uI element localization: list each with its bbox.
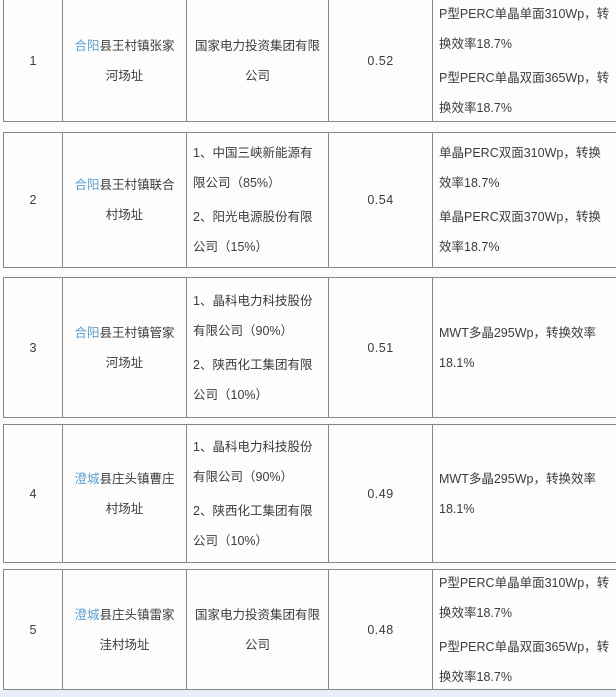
company-line: 国家电力投资集团有限公司	[194, 607, 320, 652]
row-index-cell: 3	[4, 278, 63, 417]
site-name: 合阳县王村镇张家河场址	[69, 31, 180, 91]
company-cell: 1、晶科电力科技股份有限公司（90%） 2、陕西化工集团有限公司（10%）	[187, 425, 329, 562]
price-cell: 0.52	[329, 0, 433, 121]
site-name-rest: 县王村镇管家河场址	[99, 325, 175, 370]
spec-line: P型PERC单晶单面310Wp，转换效率18.7%	[439, 575, 610, 620]
company-line: 2、陕西化工集团有限公司（10%）	[193, 357, 313, 402]
row-index-cell: 1	[4, 0, 63, 121]
company-line: 1、中国三峡新能源有限公司（85%）	[193, 146, 313, 190]
company-cell: 1、晶科电力科技股份有限公司（90%） 2、陕西化工集团有限公司（10%）	[187, 278, 329, 417]
module-spec-cell: MWT多晶295Wp，转换效率18.1%	[433, 278, 616, 417]
table-row: 4 澄城县庄头镇曹庄村场址 1、晶科电力科技股份有限公司（90%） 2、陕西化工集…	[3, 424, 616, 563]
spec-line: 单晶PERC双面310Wp，转换效率18.7%	[439, 146, 601, 190]
site-name-rest: 县庄头镇曹庄村场址	[99, 471, 175, 516]
price-cell: 0.51	[329, 278, 433, 417]
module-spec-cell: P型PERC单晶单面310Wp，转换效率18.7% P型PERC单晶双面365Wp…	[433, 0, 616, 121]
site-county-highlight: 澄城	[74, 471, 100, 486]
spec-line: MWT多晶295Wp，转换效率18.1%	[439, 471, 596, 516]
module-spec-cell: MWT多晶295Wp，转换效率18.1%	[433, 425, 616, 562]
site-county-highlight: 合阳	[74, 178, 100, 192]
site-name: 澄城县庄头镇曹庄村场址	[69, 464, 180, 524]
site-county-highlight: 合阳	[74, 38, 100, 53]
company-line: 国家电力投资集团有限公司	[194, 38, 320, 83]
table-row: 3 合阳县王村镇管家河场址 1、晶科电力科技股份有限公司（90%） 2、陕西化工集…	[3, 277, 616, 418]
site-name: 澄城县庄头镇雷家洼村场址	[69, 600, 180, 660]
row-index-cell: 5	[4, 570, 63, 689]
price-value: 0.51	[367, 340, 394, 355]
site-name-rest: 县庄头镇雷家洼村场址	[99, 607, 175, 652]
site-cell: 澄城县庄头镇雷家洼村场址	[63, 570, 187, 689]
site-cell: 合阳县王村镇管家河场址	[63, 278, 187, 417]
site-name: 合阳县王村镇管家河场址	[69, 318, 180, 378]
site-county-highlight: 澄城	[74, 607, 100, 622]
spec-line: P型PERC单晶双面365Wp，转换效率18.7%	[439, 639, 610, 684]
company-cell: 国家电力投资集团有限公司	[187, 570, 329, 689]
bid-results-table: 1 合阳县王村镇张家河场址 国家电力投资集团有限公司 0.52 P型PERC单晶…	[3, 0, 616, 690]
row-index: 3	[29, 340, 37, 355]
price-value: 0.48	[367, 622, 394, 637]
price-value: 0.54	[367, 193, 394, 207]
site-name-rest: 县王村镇联合村场址	[99, 178, 175, 222]
row-index: 1	[29, 53, 37, 68]
price-cell: 0.48	[329, 570, 433, 689]
table-row: 2 合阳县王村镇联合村场址 1、中国三峡新能源有限公司（85%） 2、阳光电源股份…	[3, 132, 616, 268]
module-spec-cell: 单晶PERC双面310Wp，转换效率18.7% 单晶PERC双面370Wp，转换效…	[433, 133, 616, 267]
price-cell: 0.54	[329, 133, 433, 267]
company-line: 2、阳光电源股份有限公司（15%）	[193, 210, 313, 254]
company-line: 2、陕西化工集团有限公司（10%）	[193, 503, 313, 548]
spec-line: 单晶PERC双面370Wp，转换效率18.7%	[439, 210, 601, 254]
row-index-cell: 4	[4, 425, 63, 562]
row-index-cell: 2	[4, 133, 63, 267]
row-index: 4	[29, 486, 37, 501]
spec-line: P型PERC单晶双面365Wp，转换效率18.7%	[439, 70, 610, 115]
site-name-rest: 县王村镇张家河场址	[99, 38, 175, 83]
table-row: 5 澄城县庄头镇雷家洼村场址 国家电力投资集团有限公司 0.48 P型PERC单…	[3, 569, 616, 690]
company-cell: 1、中国三峡新能源有限公司（85%） 2、阳光电源股份有限公司（15%）	[187, 133, 329, 267]
row-index: 2	[29, 193, 37, 207]
bottom-strip	[0, 690, 616, 697]
site-cell: 澄城县庄头镇曹庄村场址	[63, 425, 187, 562]
row-index: 5	[29, 622, 37, 637]
spec-line: MWT多晶295Wp，转换效率18.1%	[439, 325, 596, 370]
table-row: 1 合阳县王村镇张家河场址 国家电力投资集团有限公司 0.52 P型PERC单晶…	[3, 0, 616, 122]
site-cell: 合阳县王村镇联合村场址	[63, 133, 187, 267]
spec-line: P型PERC单晶单面310Wp，转换效率18.7%	[439, 6, 610, 51]
price-value: 0.52	[367, 53, 394, 68]
company-cell: 国家电力投资集团有限公司	[187, 0, 329, 121]
price-cell: 0.49	[329, 425, 433, 562]
price-value: 0.49	[367, 486, 394, 501]
site-name: 合阳县王村镇联合村场址	[69, 170, 180, 230]
site-county-highlight: 合阳	[74, 325, 100, 340]
site-cell: 合阳县王村镇张家河场址	[63, 0, 187, 121]
company-line: 1、晶科电力科技股份有限公司（90%）	[193, 439, 313, 484]
module-spec-cell: P型PERC单晶单面310Wp，转换效率18.7% P型PERC单晶双面365Wp…	[433, 570, 616, 689]
company-line: 1、晶科电力科技股份有限公司（90%）	[193, 293, 313, 338]
